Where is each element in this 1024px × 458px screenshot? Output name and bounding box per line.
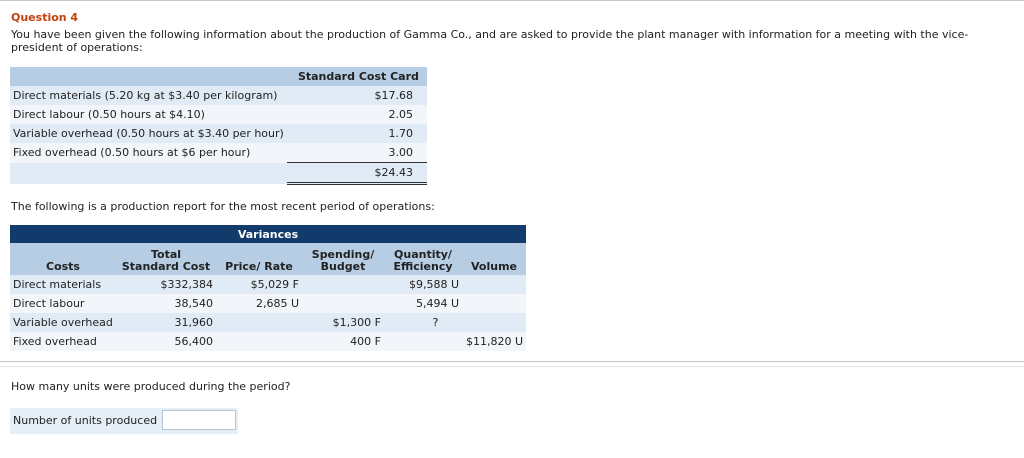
total-standard-cost-cell: 31,960	[116, 313, 216, 332]
cost-row: Fixed overhead (0.50 hours at $6 per hou…	[10, 143, 427, 163]
table-row: Direct materials $332,384 $5,029 F $9,58…	[10, 275, 526, 294]
spending-budget-cell	[302, 275, 384, 294]
spending-budget-cell: $1,300 F	[302, 313, 384, 332]
cost-row: Variable overhead (0.50 hours at $3.40 p…	[10, 124, 427, 143]
price-rate-cell	[216, 313, 302, 332]
cost-amount: 1.70	[286, 124, 427, 143]
price-rate-cell: $5,029 F	[216, 275, 302, 294]
section-divider	[0, 361, 1024, 362]
table-row: Variable overhead 31,960 $1,300 F ?	[10, 313, 526, 332]
total-standard-cost-cell: 56,400	[116, 332, 216, 351]
standard-cost-card: Standard Cost Card Direct materials (5.2…	[10, 67, 427, 185]
col-price-rate: Price/ Rate	[216, 243, 302, 275]
cost-name: Direct labour	[10, 294, 116, 313]
variances-header: Variances	[10, 225, 526, 243]
top-border	[0, 0, 1024, 1]
cost-row: Direct materials (5.20 kg at $3.40 per k…	[10, 86, 427, 105]
total-standard-cost-cell: 38,540	[116, 294, 216, 313]
quantity-efficiency-cell: 5,494 U	[384, 294, 462, 313]
spending-budget-cell	[302, 294, 384, 313]
cost-amount: 2.05	[286, 105, 427, 124]
section-divider	[0, 366, 1024, 367]
column-headers: Costs Total Standard Cost Price/ Rate Sp…	[10, 243, 526, 275]
price-rate-cell	[216, 332, 302, 351]
volume-cell	[462, 275, 526, 294]
cost-name: Fixed overhead	[10, 332, 116, 351]
price-rate-cell: 2,685 U	[216, 294, 302, 313]
quantity-efficiency-cell	[384, 332, 462, 351]
volume-cell: $11,820 U	[462, 332, 526, 351]
standard-cost-card-header: Standard Cost Card	[286, 67, 427, 86]
cost-name: Direct materials	[10, 275, 116, 294]
cost-amount: 3.00	[286, 143, 427, 163]
col-spending-budget: Spending/ Budget	[302, 243, 384, 275]
col-total-standard-cost: Total Standard Cost	[116, 243, 216, 275]
cost-label: Direct labour (0.50 hours at $4.10)	[10, 105, 287, 124]
answer-label: Number of units produced	[13, 414, 158, 427]
cost-label: Fixed overhead (0.50 hours at $6 per hou…	[10, 143, 287, 163]
volume-cell	[462, 294, 526, 313]
col-quantity-efficiency: Quantity/ Efficiency	[384, 243, 462, 275]
spending-budget-cell: 400 F	[302, 332, 384, 351]
report-intro: The following is a production report for…	[11, 200, 435, 213]
table-row: Fixed overhead 56,400 400 F $11,820 U	[10, 332, 526, 351]
quantity-efficiency-cell: ?	[384, 313, 462, 332]
question-title: Question 4	[11, 11, 79, 24]
cost-row: Direct labour (0.50 hours at $4.10) 2.05	[10, 105, 427, 124]
cost-amount: $17.68	[286, 86, 427, 105]
cost-label: Direct materials (5.20 kg at $3.40 per k…	[10, 86, 287, 105]
table-row: Direct labour 38,540 2,685 U 5,494 U	[10, 294, 526, 313]
volume-cell	[462, 313, 526, 332]
quantity-efficiency-cell: $9,588 U	[384, 275, 462, 294]
total-standard-cost-cell: $332,384	[116, 275, 216, 294]
question-prompt: How many units were produced during the …	[11, 380, 291, 393]
col-volume: Volume	[462, 243, 526, 275]
question-intro: You have been given the following inform…	[11, 28, 969, 54]
units-produced-input[interactable]	[162, 410, 236, 430]
col-costs: Costs	[10, 243, 116, 275]
answer-row: Number of units produced	[10, 408, 238, 434]
cost-name: Variable overhead	[10, 313, 116, 332]
total-row: $24.43	[10, 162, 427, 185]
cost-label: Variable overhead (0.50 hours at $3.40 p…	[10, 124, 287, 143]
production-report: Variances Costs Total Standard Cost Pric…	[10, 225, 526, 351]
total-standard-cost: $24.43	[286, 162, 427, 185]
